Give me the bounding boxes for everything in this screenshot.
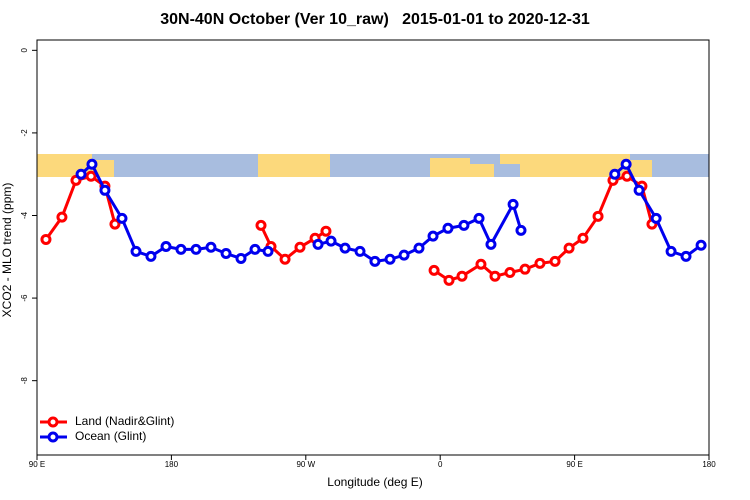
point — [145, 250, 157, 262]
y-tick-label: -4 — [20, 211, 29, 219]
point — [398, 249, 410, 261]
point — [220, 247, 232, 259]
point — [339, 242, 351, 254]
point — [40, 233, 52, 245]
point — [620, 158, 632, 170]
point — [475, 258, 487, 270]
x-tick-label: 90 E — [29, 460, 45, 469]
map-band — [37, 154, 709, 177]
point — [109, 218, 121, 230]
x-tick-label: 90 E — [566, 460, 582, 469]
x-axis-label: Longitude (deg E) — [327, 475, 422, 489]
point — [507, 198, 519, 210]
plot-frame — [36, 39, 710, 456]
point — [563, 242, 575, 254]
y-axis-label: XCO2 - MLO trend (ppm) — [0, 183, 14, 318]
point — [56, 211, 68, 223]
point — [519, 263, 531, 275]
point — [75, 168, 87, 180]
point — [354, 245, 366, 257]
x-tick-label: 180 — [702, 460, 716, 469]
x-tick-label: 180 — [165, 460, 179, 469]
y-tick-label: -8 — [20, 377, 29, 385]
y-tick-label: -6 — [20, 294, 29, 302]
point — [485, 238, 497, 250]
point — [504, 266, 516, 278]
point — [695, 239, 707, 251]
point — [384, 253, 396, 265]
legend-label: Ocean (Glint) — [75, 429, 146, 443]
point — [312, 238, 324, 250]
point — [609, 168, 621, 180]
point — [456, 270, 468, 282]
point — [442, 222, 454, 234]
y-tick-label: 0 — [20, 48, 29, 53]
point — [369, 255, 381, 267]
point — [458, 219, 470, 231]
legend-marker — [47, 431, 59, 443]
point — [413, 242, 425, 254]
point — [577, 232, 589, 244]
chart-title: 30N-40N October (Ver 10_raw) 2015-01-01 … — [160, 11, 590, 28]
point — [279, 253, 291, 265]
point — [325, 235, 337, 247]
point — [320, 225, 332, 237]
point — [489, 270, 501, 282]
point — [190, 243, 202, 255]
point — [534, 257, 546, 269]
point — [592, 210, 604, 222]
point — [294, 241, 306, 253]
point — [255, 219, 267, 231]
point — [249, 243, 261, 255]
point — [160, 240, 172, 252]
point — [680, 250, 692, 262]
point — [262, 245, 274, 257]
x-tick-label: 0 — [438, 460, 443, 469]
point — [428, 264, 440, 276]
point — [427, 230, 439, 242]
point — [650, 212, 662, 224]
y-tick-label: -2 — [20, 129, 29, 137]
point — [665, 245, 677, 257]
point — [175, 243, 187, 255]
legend-label: Land (Nadir&Glint) — [75, 414, 174, 428]
x-tick-label: 90 W — [296, 460, 315, 469]
point — [205, 241, 217, 253]
series-line — [44, 174, 654, 282]
point — [443, 274, 455, 286]
point — [85, 170, 97, 182]
point — [130, 245, 142, 257]
legend-marker — [47, 416, 59, 428]
point — [549, 255, 561, 267]
point — [633, 184, 645, 196]
point — [116, 212, 128, 224]
point — [515, 224, 527, 236]
point — [86, 158, 98, 170]
point — [235, 252, 247, 264]
point — [473, 212, 485, 224]
point — [99, 184, 111, 196]
